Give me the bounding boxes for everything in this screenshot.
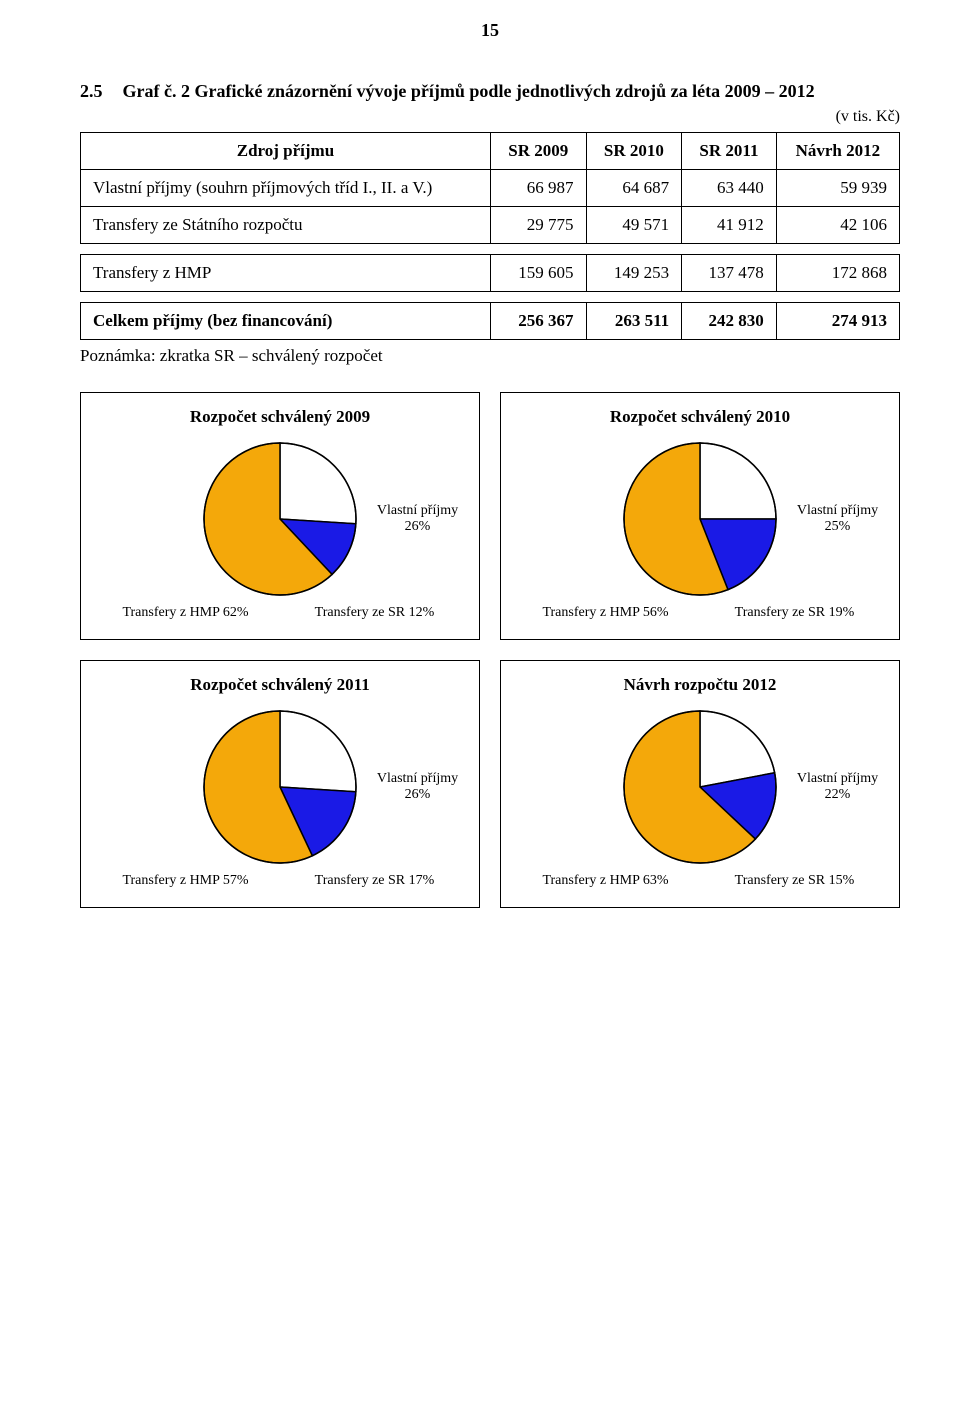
table-gap	[81, 292, 900, 303]
th-sr2011: SR 2011	[682, 133, 777, 170]
chart-label-bottom-left: Transfery z HMP 63%	[531, 873, 680, 889]
cell: 256 367	[490, 303, 586, 340]
pie-chart	[620, 439, 780, 599]
chart-box: Rozpočet schválený 2009 Vlastní příjmy 26…	[80, 392, 480, 640]
section-number: 2.5	[80, 81, 103, 102]
cell: 274 913	[776, 303, 899, 340]
chart-label-right: Vlastní příjmy 25%	[780, 503, 889, 535]
section-heading: 2.5 Graf č. 2 Grafické znázornění vývoje…	[80, 81, 900, 102]
chart-body: Vlastní příjmy 26%	[91, 707, 469, 867]
chart-bottom-labels: Transfery z HMP 62% Transfery ze SR 12%	[91, 605, 469, 621]
chart-label-bottom-left: Transfery z HMP 56%	[531, 605, 680, 621]
cell: 49 571	[586, 207, 682, 244]
chart-label-bottom-right: Transfery ze SR 17%	[300, 873, 449, 889]
pie-chart	[620, 707, 780, 867]
pie-slice-vlastni	[280, 711, 356, 792]
row-label: Transfery ze Státního rozpočtu	[81, 207, 491, 244]
th-navrh: Návrh 2012	[776, 133, 899, 170]
pie-chart	[200, 439, 360, 599]
table-row: Vlastní příjmy (souhrn příjmových tříd I…	[81, 170, 900, 207]
cell: 42 106	[776, 207, 899, 244]
section-title: Graf č. 2 Grafické znázornění vývoje pří…	[123, 81, 901, 102]
th-sr2009: SR 2009	[490, 133, 586, 170]
cell: 137 478	[682, 255, 777, 292]
chart-bottom-labels: Transfery z HMP 56% Transfery ze SR 19%	[511, 605, 889, 621]
pie-slice-vlastni	[280, 443, 356, 524]
cell: 63 440	[682, 170, 777, 207]
chart-body: Vlastní příjmy 25%	[511, 439, 889, 599]
cell: 159 605	[490, 255, 586, 292]
row-label: Vlastní příjmy (souhrn příjmových tříd I…	[81, 170, 491, 207]
chart-bottom-labels: Transfery z HMP 57% Transfery ze SR 17%	[91, 873, 469, 889]
unit-label: (v tis. Kč)	[80, 108, 900, 126]
chart-title: Návrh rozpočtu 2012	[511, 675, 889, 695]
chart-body: Vlastní příjmy 22%	[511, 707, 889, 867]
cell: 64 687	[586, 170, 682, 207]
table-row: Transfery z HMP 159 605 149 253 137 478 …	[81, 255, 900, 292]
chart-title: Rozpočet schválený 2010	[511, 407, 889, 427]
chart-title: Rozpočet schválený 2009	[91, 407, 469, 427]
row-label: Transfery z HMP	[81, 255, 491, 292]
chart-box: Rozpočet schválený 2011 Vlastní příjmy 26…	[80, 660, 480, 908]
th-sr2010: SR 2010	[586, 133, 682, 170]
table-row: Transfery ze Státního rozpočtu 29 775 49…	[81, 207, 900, 244]
cell: 59 939	[776, 170, 899, 207]
charts-grid: Rozpočet schválený 2009 Vlastní příjmy 26…	[80, 392, 900, 908]
chart-label-bottom-right: Transfery ze SR 12%	[300, 605, 449, 621]
table-note: Poznámka: zkratka SR – schválený rozpoče…	[80, 346, 900, 366]
cell: 41 912	[682, 207, 777, 244]
chart-label-bottom-right: Transfery ze SR 15%	[720, 873, 869, 889]
cell: 29 775	[490, 207, 586, 244]
chart-label-right: Vlastní příjmy 26%	[360, 771, 469, 803]
chart-label-right: Vlastní příjmy 26%	[360, 503, 469, 535]
chart-label-bottom-right: Transfery ze SR 19%	[720, 605, 869, 621]
pie-slice-vlastni	[700, 443, 776, 519]
row-label: Celkem příjmy (bez financování)	[81, 303, 491, 340]
cell: 263 511	[586, 303, 682, 340]
pie-chart	[200, 707, 360, 867]
cell: 149 253	[586, 255, 682, 292]
chart-box: Rozpočet schválený 2010 Vlastní příjmy 25…	[500, 392, 900, 640]
th-source: Zdroj příjmu	[81, 133, 491, 170]
table-gap	[81, 244, 900, 255]
chart-label-right: Vlastní příjmy 22%	[780, 771, 889, 803]
chart-bottom-labels: Transfery z HMP 63% Transfery ze SR 15%	[511, 873, 889, 889]
chart-title: Rozpočet schválený 2011	[91, 675, 469, 695]
chart-label-bottom-left: Transfery z HMP 62%	[111, 605, 260, 621]
chart-body: Vlastní příjmy 26%	[91, 439, 469, 599]
table-row-total: Celkem příjmy (bez financování) 256 367 …	[81, 303, 900, 340]
cell: 66 987	[490, 170, 586, 207]
page-number: 15	[80, 20, 900, 41]
chart-label-bottom-left: Transfery z HMP 57%	[111, 873, 260, 889]
cell: 172 868	[776, 255, 899, 292]
income-table: Zdroj příjmu SR 2009 SR 2010 SR 2011 Náv…	[80, 132, 900, 340]
chart-box: Návrh rozpočtu 2012 Vlastní příjmy 22% Tra…	[500, 660, 900, 908]
cell: 242 830	[682, 303, 777, 340]
